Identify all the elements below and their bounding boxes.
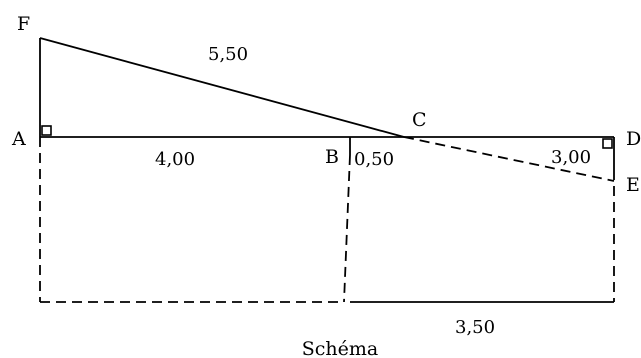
segment-B-down-dashed xyxy=(344,155,350,302)
length-label-AB: 4,00 xyxy=(155,149,195,170)
diagram-caption: Schéma xyxy=(302,338,378,358)
point-label-C: C xyxy=(412,109,427,131)
right-angle-marker-A xyxy=(42,126,51,135)
point-label-D: D xyxy=(626,128,641,150)
point-label-F: F xyxy=(17,13,30,35)
length-label-BC: 0,50 xyxy=(354,149,394,170)
length-label-bottom: 3,50 xyxy=(455,317,495,338)
point-label-E: E xyxy=(626,174,640,196)
point-label-A: A xyxy=(11,128,26,150)
right-angle-marker-D xyxy=(603,139,612,148)
length-label-CE: 3,00 xyxy=(551,147,591,168)
point-label-B: B xyxy=(325,146,339,168)
length-label-FC: 5,50 xyxy=(208,44,248,65)
